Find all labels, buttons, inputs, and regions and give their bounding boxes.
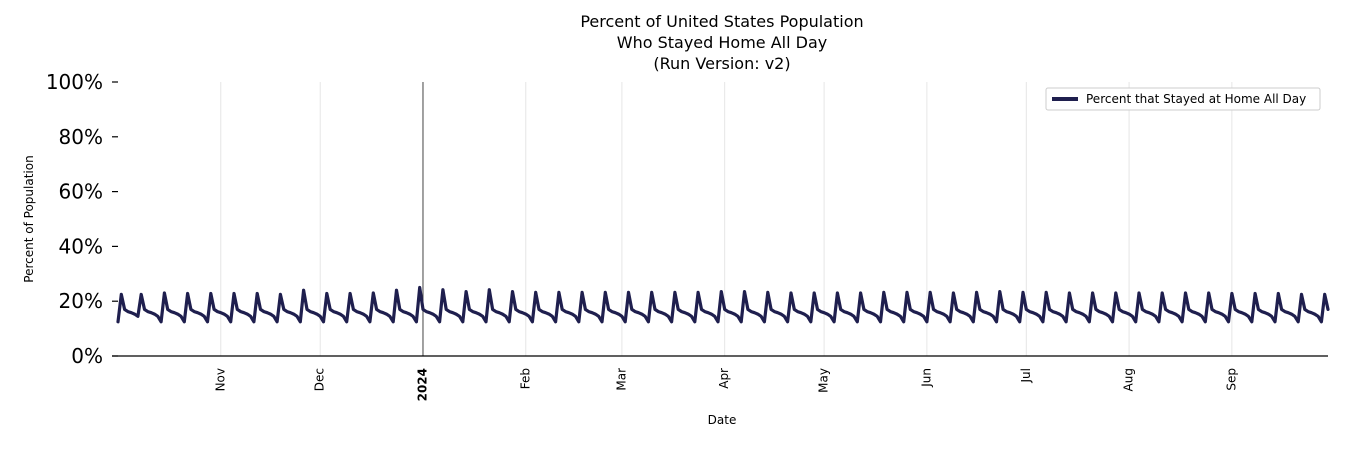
series-line xyxy=(116,285,1330,324)
x-axis-label: Date xyxy=(708,413,737,427)
legend: Percent that Stayed at Home All Day xyxy=(1045,87,1321,111)
y-axis: 0% 20% 40% 60% 80% 100% xyxy=(46,70,118,368)
x-tick-label: Jun xyxy=(919,368,933,388)
legend-label: Percent that Stayed at Home All Day xyxy=(1086,92,1306,106)
legend-box xyxy=(1045,87,1321,111)
grid-lines xyxy=(220,82,1233,356)
title-line-3: (Run Version: v2) xyxy=(653,54,790,73)
y-tick-label: 60% xyxy=(59,180,103,204)
chart-title: Percent of United States Population Who … xyxy=(580,12,863,73)
x-tick-label: 2024 xyxy=(415,368,429,401)
x-axis: Nov Dec 2024 Feb Mar Apr May Jun Jul Aug Sep xyxy=(213,368,1238,401)
x-tick-label: Jul xyxy=(1019,368,1033,383)
y-axis-label: Percent of Population xyxy=(22,155,36,282)
y-tick-label: 20% xyxy=(59,289,103,313)
y-tick-label: 0% xyxy=(71,344,103,368)
x-tick-label: Nov xyxy=(213,368,227,391)
y-tick-label: 100% xyxy=(46,70,103,94)
series-layer xyxy=(116,285,1330,324)
x-tick-label: Sep xyxy=(1224,368,1238,391)
x-tick-label: Aug xyxy=(1122,368,1136,391)
y-tick-label: 40% xyxy=(59,234,103,258)
title-line-2: Who Stayed Home All Day xyxy=(617,33,827,52)
x-tick-label: May xyxy=(817,368,831,393)
x-tick-label: Apr xyxy=(717,368,731,389)
x-tick-label: Mar xyxy=(614,368,628,391)
x-tick-label: Feb xyxy=(518,368,532,389)
x-tick-label: Dec xyxy=(313,368,327,391)
y-tick-label: 80% xyxy=(59,125,103,149)
title-line-1: Percent of United States Population xyxy=(580,12,863,31)
